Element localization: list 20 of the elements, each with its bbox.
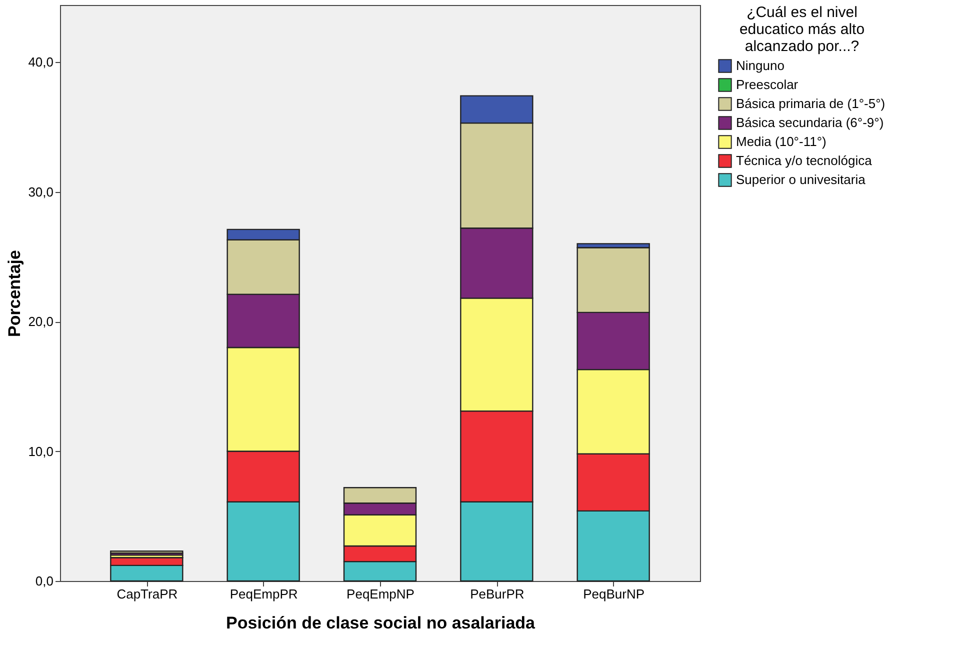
x-tick-label: PeqEmpNP: [346, 586, 414, 602]
legend-label: Media (10°-11°): [736, 134, 826, 149]
legend-label: Preescolar: [736, 77, 799, 92]
x-tick-label: PeqEmpPR: [230, 586, 298, 602]
legend-label: Superior o univesitaria: [736, 172, 866, 187]
y-tick-label: 10,0: [28, 444, 54, 459]
y-tick-label: 0,0: [35, 574, 54, 588]
legend-label: Técnica y/o tecnológica: [736, 153, 873, 168]
x-tick-label: CapTraPR: [116, 586, 178, 602]
y-tick-label: 30,0: [28, 184, 54, 200]
legend-label: Básica secundaria (6°-9°): [736, 115, 884, 130]
x-tick-label: PeqBurNP: [583, 586, 645, 602]
x-axis-title: Posición de clase social no asalariada: [226, 614, 536, 632]
legend-label: Ninguno: [736, 58, 784, 73]
x-tick-label: PeBurPR: [470, 586, 524, 602]
y-axis-title: Porcentaje: [5, 250, 24, 337]
y-tick-label: 20,0: [28, 314, 54, 330]
y-tick-label: 40,0: [28, 54, 54, 70]
legend-title: ¿Cuál es el nivel educatico más alto alcanzado por...?: [739, 4, 865, 55]
legend-label: Básica primaria de (1°-5°): [736, 96, 886, 111]
